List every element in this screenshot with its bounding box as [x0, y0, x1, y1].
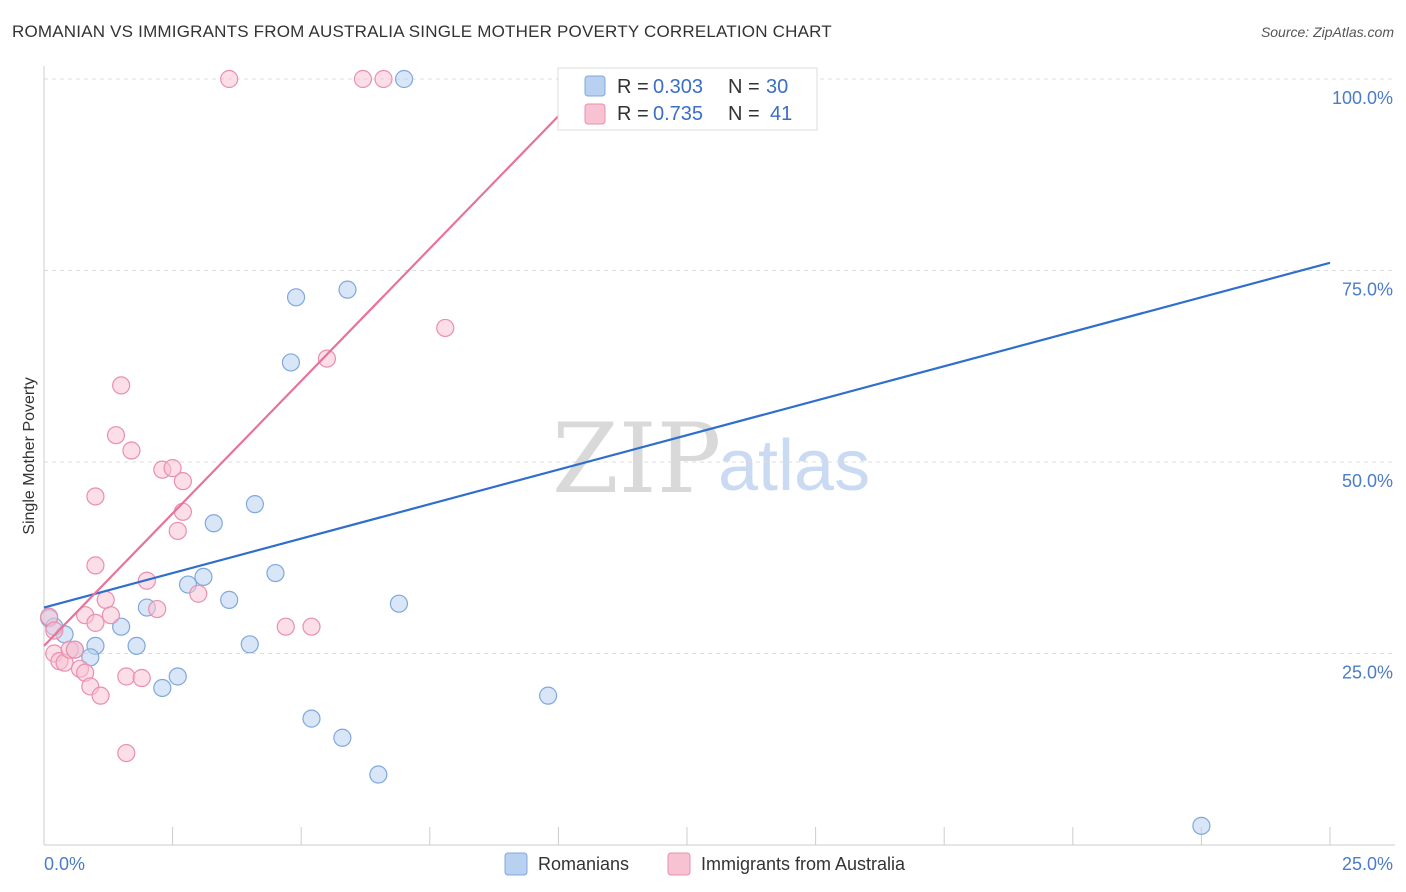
- romanian-point: [333, 728, 352, 747]
- axes: 25.0% 50.0% 75.0% 100.0% 0.0% 25.0%: [43, 66, 1395, 874]
- romanian-point: [245, 495, 265, 514]
- immigrant-point: [436, 318, 455, 338]
- legend-series-romanians: Romanians: [538, 854, 629, 874]
- romanian-point: [281, 353, 301, 372]
- romanian-point: [204, 514, 223, 533]
- legend-swatch-romanians: [584, 75, 606, 97]
- legend-series-swatch-romanians: [504, 852, 528, 876]
- immigrant-point: [132, 668, 151, 688]
- immigrant-point: [91, 686, 110, 705]
- legend-n-value: 41: [770, 103, 792, 125]
- legend-n-label: N =: [728, 76, 760, 98]
- romanian-point: [240, 635, 259, 654]
- romanian-point: [127, 636, 146, 655]
- immigrant-point: [220, 69, 239, 89]
- grid: [44, 78, 1395, 654]
- legend-r-value: 0.303: [653, 76, 703, 98]
- romanian-point: [302, 709, 321, 728]
- source-label: Source: ZipAtlas.com: [1260, 24, 1394, 40]
- romanians-trend-line: [43, 261, 1331, 609]
- legend-r-label: R =: [617, 76, 649, 98]
- immigrant-point: [86, 487, 105, 506]
- romanian-point: [389, 594, 409, 613]
- legend-stats: R = 0.303 N = 30 R = 0.735 N = 41: [557, 67, 818, 131]
- immigrant-point: [173, 502, 192, 521]
- immigrant-point: [86, 613, 105, 632]
- immigrant-point: [112, 376, 131, 395]
- romanian-point: [220, 590, 239, 609]
- y-axis-label: Single Mother Poverty: [21, 377, 38, 534]
- immigrant-point: [101, 606, 120, 625]
- immigrant-point: [148, 599, 167, 619]
- y-tick-label: 25.0%: [1342, 663, 1393, 683]
- romanian-point: [266, 563, 285, 583]
- immigrant-point: [302, 617, 321, 636]
- immigrant-point: [168, 521, 187, 541]
- immigrant-point: [353, 69, 373, 89]
- legend-n-value: 30: [766, 76, 788, 98]
- y-tick-label: 50.0%: [1342, 471, 1393, 491]
- immigrant-point: [106, 426, 126, 445]
- romanian-point: [286, 288, 306, 307]
- romanian-point: [168, 667, 187, 686]
- immigrant-point: [117, 743, 136, 763]
- immigrants-trend-line: [43, 78, 596, 647]
- romanian-point: [338, 280, 357, 299]
- trend-lines: [43, 78, 1331, 647]
- romanian-point: [194, 567, 213, 587]
- legend-r-label: R =: [617, 103, 649, 125]
- romanian-point: [153, 678, 172, 698]
- immigrant-point: [117, 667, 136, 686]
- legend-n-label: N =: [728, 103, 760, 125]
- romanian-point: [369, 765, 388, 784]
- legend-series-immigrants: Immigrants from Australia: [701, 854, 906, 874]
- y-tick-label: 100.0%: [1332, 88, 1393, 108]
- watermark-atlas: atlas: [718, 426, 870, 506]
- immigrant-point: [122, 441, 141, 460]
- romanian-point: [394, 69, 414, 89]
- y-tick-label: 75.0%: [1342, 280, 1393, 300]
- romanian-point: [539, 686, 558, 705]
- chart-title: ROMANIAN VS IMMIGRANTS FROM AUSTRALIA SI…: [12, 22, 832, 41]
- legend-swatch-immigrants: [584, 103, 606, 125]
- immigrant-point: [45, 621, 64, 640]
- x-tick-label: 25.0%: [1342, 854, 1393, 874]
- immigrant-point: [276, 617, 295, 636]
- immigrant-point: [317, 349, 337, 368]
- watermark-zip: ZIP: [552, 403, 721, 515]
- romanian-point: [112, 617, 131, 636]
- immigrant-point: [173, 472, 192, 491]
- legend-r-value: 0.735: [653, 103, 703, 125]
- legend-series: Romanians Immigrants from Australia: [504, 852, 906, 876]
- immigrant-point: [96, 590, 115, 609]
- x-tick-label: 0.0%: [44, 854, 85, 874]
- immigrant-point: [163, 459, 182, 478]
- immigrant-point: [374, 69, 393, 89]
- immigrant-point: [189, 584, 208, 603]
- immigrant-point: [86, 556, 105, 575]
- watermark: ZIP atlas: [552, 403, 870, 515]
- immigrant-point: [65, 640, 84, 659]
- romanian-point: [1192, 816, 1211, 835]
- legend-series-swatch-immigrants: [667, 852, 691, 876]
